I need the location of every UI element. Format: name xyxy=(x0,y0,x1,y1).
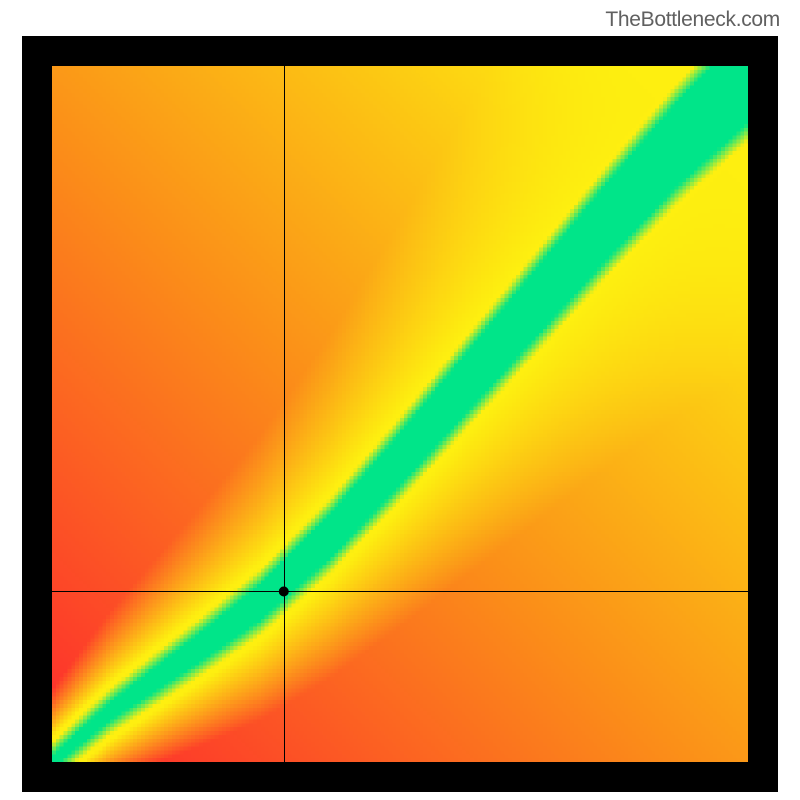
overlay-canvas xyxy=(52,66,748,762)
chart-frame xyxy=(22,36,778,792)
watermark-text: TheBottleneck.com xyxy=(605,8,780,32)
chart-container: TheBottleneck.com xyxy=(0,0,800,800)
